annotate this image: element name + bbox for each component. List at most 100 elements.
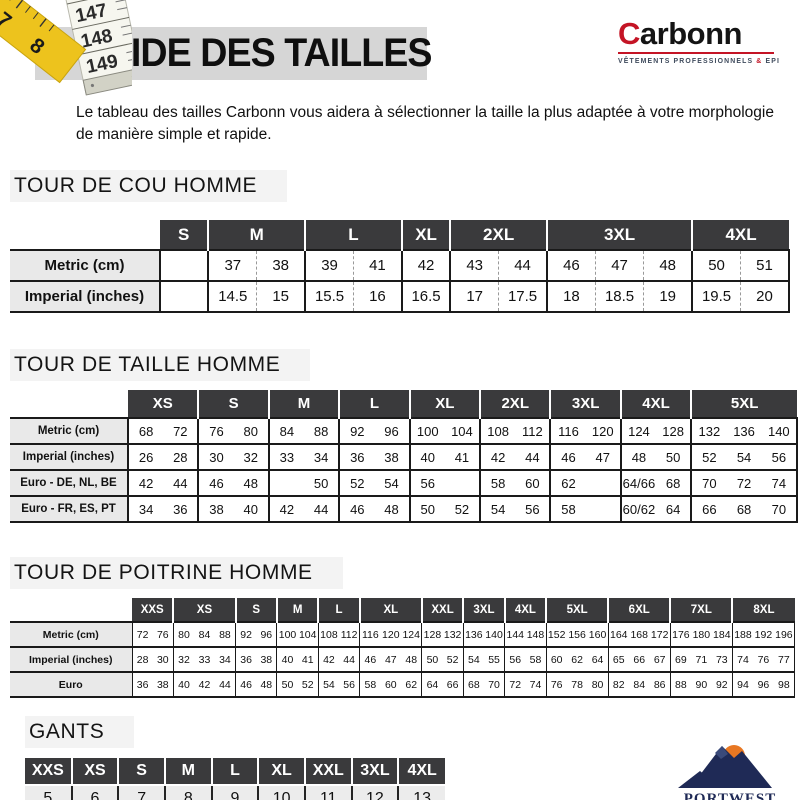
size-cell: 43 — [449, 249, 499, 281]
size-cell: 88 — [669, 671, 691, 698]
row-label: Imperial (inches) — [10, 646, 132, 672]
size-cell: 72 — [163, 417, 199, 444]
size-cell: 70 — [761, 495, 799, 523]
carbonn-logo: Carbonn VÊTEMENTS PROFESSIONNELS & EPI — [618, 18, 779, 65]
portwest-wordmark: PORTWEST — [684, 791, 777, 800]
size-table: XXS XS S M L XL XXL 3XL 4XL 5 6 7 8 9 10 11 12 13 — [25, 758, 445, 800]
size-header: XL — [400, 220, 451, 250]
brand-suffix: EPI — [765, 58, 781, 65]
size-cell: 28 — [131, 646, 153, 672]
size-cell: 76 — [545, 671, 567, 698]
size-cell: 44 — [515, 443, 551, 470]
size-cell: 74 — [525, 671, 547, 698]
size-cell: 98 — [773, 671, 795, 698]
size-cell: 62 — [566, 646, 588, 672]
table-tour-de-taille: XS S M L XL 2XL 3XL 4XL 5XL Metric (cm) 68 72 76 80 84… — [10, 390, 800, 523]
size-cell: 152 — [545, 621, 567, 647]
size-cell: 41 — [297, 646, 319, 672]
row-label: Metric (cm) — [10, 621, 132, 647]
size-cell: 17.5 — [498, 280, 547, 313]
size-cell: 172 — [649, 621, 671, 647]
size-cell: 72 — [726, 469, 762, 496]
size-cell: 67 — [649, 646, 671, 672]
size-cell: 52 — [690, 443, 727, 470]
size-cell: 12 — [350, 784, 399, 800]
size-cell: 78 — [566, 671, 588, 698]
size-header: 4XL — [691, 220, 789, 250]
size-header: 8XL — [731, 598, 795, 622]
size-cell: 64 — [587, 646, 609, 672]
size-cell: 156 — [566, 621, 588, 647]
size-cell: 124 — [619, 417, 657, 444]
size-cell: 55 — [483, 646, 505, 672]
size-cell: 36 — [131, 671, 153, 698]
size-cell: 66 — [628, 646, 650, 672]
size-header: S — [160, 220, 209, 250]
size-cell: 72 — [504, 671, 526, 698]
size-cell: 44 — [498, 249, 547, 281]
size-header: 6XL — [607, 598, 671, 622]
size-cell: 112 — [515, 417, 551, 444]
row-label: Imperial (inches) — [10, 443, 128, 470]
size-cell: 5 — [25, 784, 72, 800]
size-cell: 120 — [380, 621, 402, 647]
size-cell: 68 — [126, 417, 164, 444]
size-cell: 9 — [210, 784, 259, 800]
size-cell: 52 — [297, 671, 319, 698]
size-cell: 80 — [172, 621, 195, 647]
measuring-tape-icon: 147 148 149 7 8 — [0, 0, 132, 96]
size-header: L — [304, 220, 402, 250]
size-cell: 48 — [233, 469, 269, 496]
size-cell: 46 — [338, 495, 375, 523]
size-cell: 54 — [317, 671, 340, 698]
size-header: XL — [358, 598, 422, 622]
size-header: S — [117, 758, 165, 785]
size-cell: 17 — [449, 280, 499, 313]
size-cell: 120 — [585, 417, 621, 444]
size-cell: 80 — [587, 671, 609, 698]
size-header: 5XL — [690, 390, 797, 418]
size-header: S — [197, 390, 269, 418]
size-cell: 84 — [194, 621, 215, 647]
size-cell: 100 — [276, 621, 298, 647]
size-cell: 96 — [374, 417, 410, 444]
size-header: 3XL — [462, 598, 505, 622]
size-cell: 94 — [731, 671, 754, 698]
page-title: GUIDE DES TAILLES — [76, 31, 432, 75]
size-cell: 52 — [444, 495, 481, 523]
size-cell: 20 — [740, 280, 790, 313]
size-cell: 50 — [421, 646, 443, 672]
size-cell: 42 — [194, 671, 215, 698]
size-header: M — [267, 390, 340, 418]
size-cell: 60 — [515, 469, 551, 496]
size-cell: 96 — [256, 621, 277, 647]
size-cell: 68 — [462, 671, 484, 698]
size-cell: 15 — [256, 280, 306, 313]
size-header: S — [234, 598, 277, 622]
size-cell: 44 — [339, 646, 360, 672]
size-cell: 50 — [408, 495, 445, 523]
size-cell: 160 — [587, 621, 609, 647]
size-cell: 58 — [525, 646, 547, 672]
size-cell: 47 — [594, 249, 644, 281]
size-cell: 58 — [549, 495, 586, 523]
brand-ampersand: & — [756, 58, 763, 65]
size-table: S M L XL 2XL 3XL 4XL Metric (cm) 37 38 39 41 42 43 44 4… — [10, 220, 790, 313]
size-cell: 88 — [304, 417, 340, 444]
size-cell: 36 — [338, 443, 375, 470]
size-cell: 168 — [628, 621, 650, 647]
size-header: L — [317, 598, 360, 622]
footer: GANTS XXS XS S M L XL XXL 3XL 4XL 5 6 7 8 9 10 11 12 13 P… — [25, 716, 786, 800]
size-cell: 76 — [753, 646, 774, 672]
size-cell: 38 — [152, 671, 174, 698]
size-cell: 92 — [338, 417, 375, 444]
size-cell: 34 — [304, 443, 340, 470]
size-cell: 50 — [304, 469, 340, 496]
size-cell: 42 — [126, 469, 164, 496]
size-cell: 50 — [276, 671, 298, 698]
size-cell: 36 — [235, 646, 257, 672]
size-header: L — [210, 758, 259, 785]
size-cell: 54 — [462, 646, 484, 672]
size-cell: 34 — [126, 495, 164, 523]
size-cell: 116 — [549, 417, 586, 444]
